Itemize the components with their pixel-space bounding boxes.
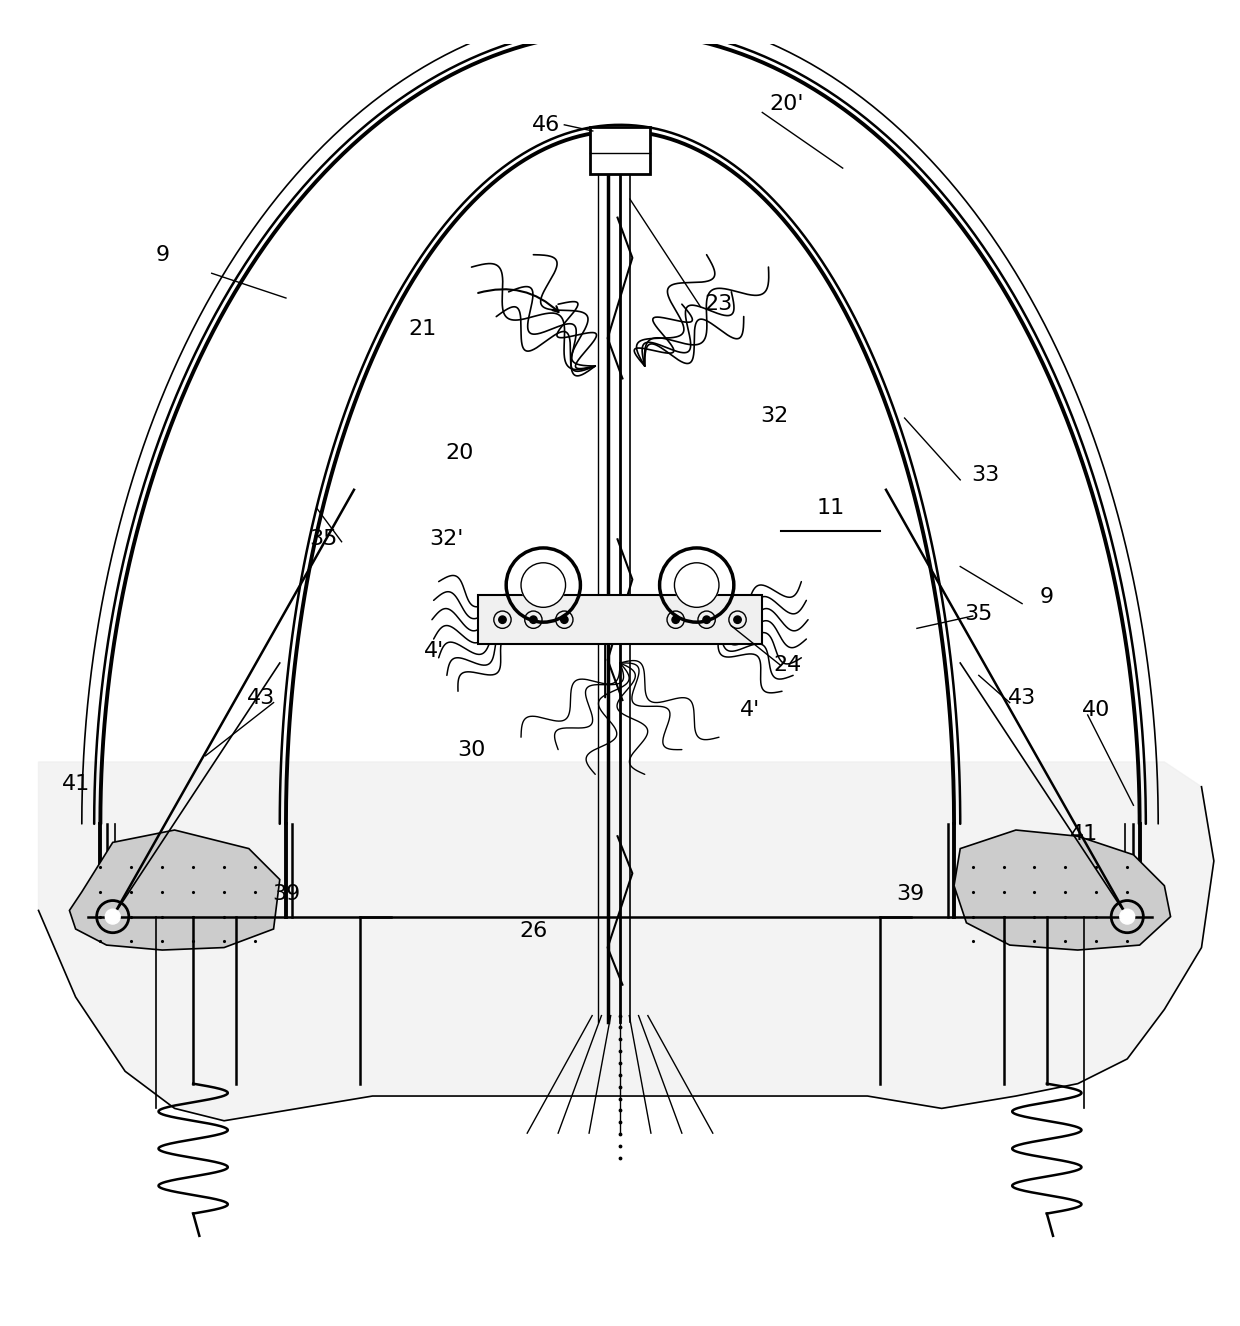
Circle shape bbox=[734, 617, 742, 623]
Polygon shape bbox=[69, 830, 280, 949]
Text: 33: 33 bbox=[971, 465, 999, 485]
Polygon shape bbox=[38, 762, 1214, 1120]
Text: 24: 24 bbox=[773, 655, 801, 675]
Text: 4': 4' bbox=[740, 700, 760, 720]
Text: 11: 11 bbox=[816, 499, 844, 518]
Text: 23: 23 bbox=[704, 294, 733, 314]
Text: 20: 20 bbox=[445, 443, 474, 463]
Text: 41: 41 bbox=[1070, 823, 1099, 843]
Text: 39: 39 bbox=[897, 884, 925, 904]
Circle shape bbox=[498, 617, 506, 623]
Text: 46: 46 bbox=[532, 115, 560, 135]
Polygon shape bbox=[954, 830, 1171, 949]
Text: 35: 35 bbox=[309, 529, 337, 549]
Text: 43: 43 bbox=[247, 688, 275, 708]
Text: 26: 26 bbox=[520, 922, 548, 941]
Text: 41: 41 bbox=[62, 774, 89, 794]
Text: 9: 9 bbox=[1040, 587, 1054, 607]
Text: 21: 21 bbox=[408, 320, 436, 339]
Text: 9: 9 bbox=[155, 245, 170, 265]
Text: 43: 43 bbox=[1008, 688, 1037, 708]
Circle shape bbox=[1120, 910, 1135, 924]
Circle shape bbox=[703, 617, 711, 623]
Text: 35: 35 bbox=[965, 603, 993, 623]
Bar bbox=[477, 595, 763, 644]
Bar bbox=[590, 127, 650, 174]
Text: 39: 39 bbox=[272, 884, 300, 904]
Text: 4': 4' bbox=[424, 640, 445, 660]
Text: 40: 40 bbox=[1083, 700, 1111, 720]
Circle shape bbox=[672, 617, 680, 623]
Text: 32': 32' bbox=[429, 529, 464, 549]
Circle shape bbox=[675, 562, 719, 607]
Circle shape bbox=[529, 617, 537, 623]
Circle shape bbox=[105, 910, 120, 924]
Circle shape bbox=[560, 617, 568, 623]
Text: 20': 20' bbox=[770, 94, 805, 114]
Text: 32: 32 bbox=[760, 406, 789, 426]
Text: 30: 30 bbox=[458, 740, 486, 760]
Circle shape bbox=[521, 562, 565, 607]
